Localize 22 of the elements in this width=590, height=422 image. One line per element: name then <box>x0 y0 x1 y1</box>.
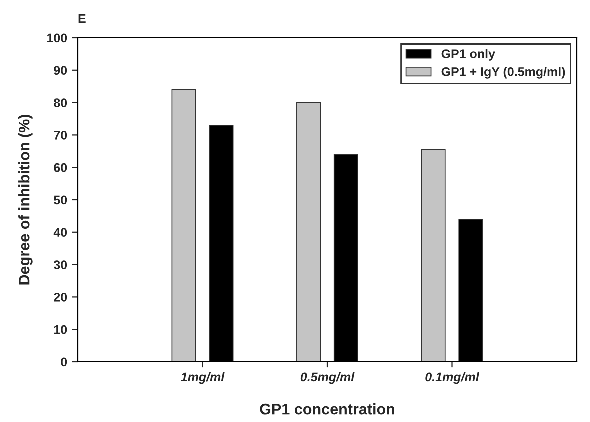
text: E <box>78 14 86 24</box>
x-tick-label: 1mg/ml <box>181 372 225 384</box>
y-tick-label: 50 <box>54 196 68 205</box>
y-axis-title: Degree of inhibition (%) <box>18 115 33 285</box>
x-tick-label: 0.5mg/ml <box>300 372 355 384</box>
y-tick-label: 30 <box>54 260 68 270</box>
y-tick-label: 40 <box>54 228 68 238</box>
x-tick-label: 0.1mg/ml <box>426 372 480 384</box>
x-axis-title: GP1 concentration <box>260 404 394 415</box>
y-tick-label: 70 <box>54 131 68 140</box>
y-tick-label: 80 <box>54 98 68 108</box>
y-tick-label: 60 <box>54 163 68 172</box>
y-tick-label: 100 <box>48 34 68 43</box>
legend-label: GP1 + IgY (0.5mg/ml) <box>442 67 566 79</box>
legend-label: GP1 only <box>442 49 496 61</box>
y-tick-label: 20 <box>54 293 68 302</box>
y-tick-label: 90 <box>54 66 68 76</box>
bar <box>172 89 196 362</box>
bar <box>421 149 446 362</box>
y-tick-label: 10 <box>54 325 68 334</box>
y-tick-label: 0 <box>61 358 68 367</box>
bar <box>296 102 322 362</box>
